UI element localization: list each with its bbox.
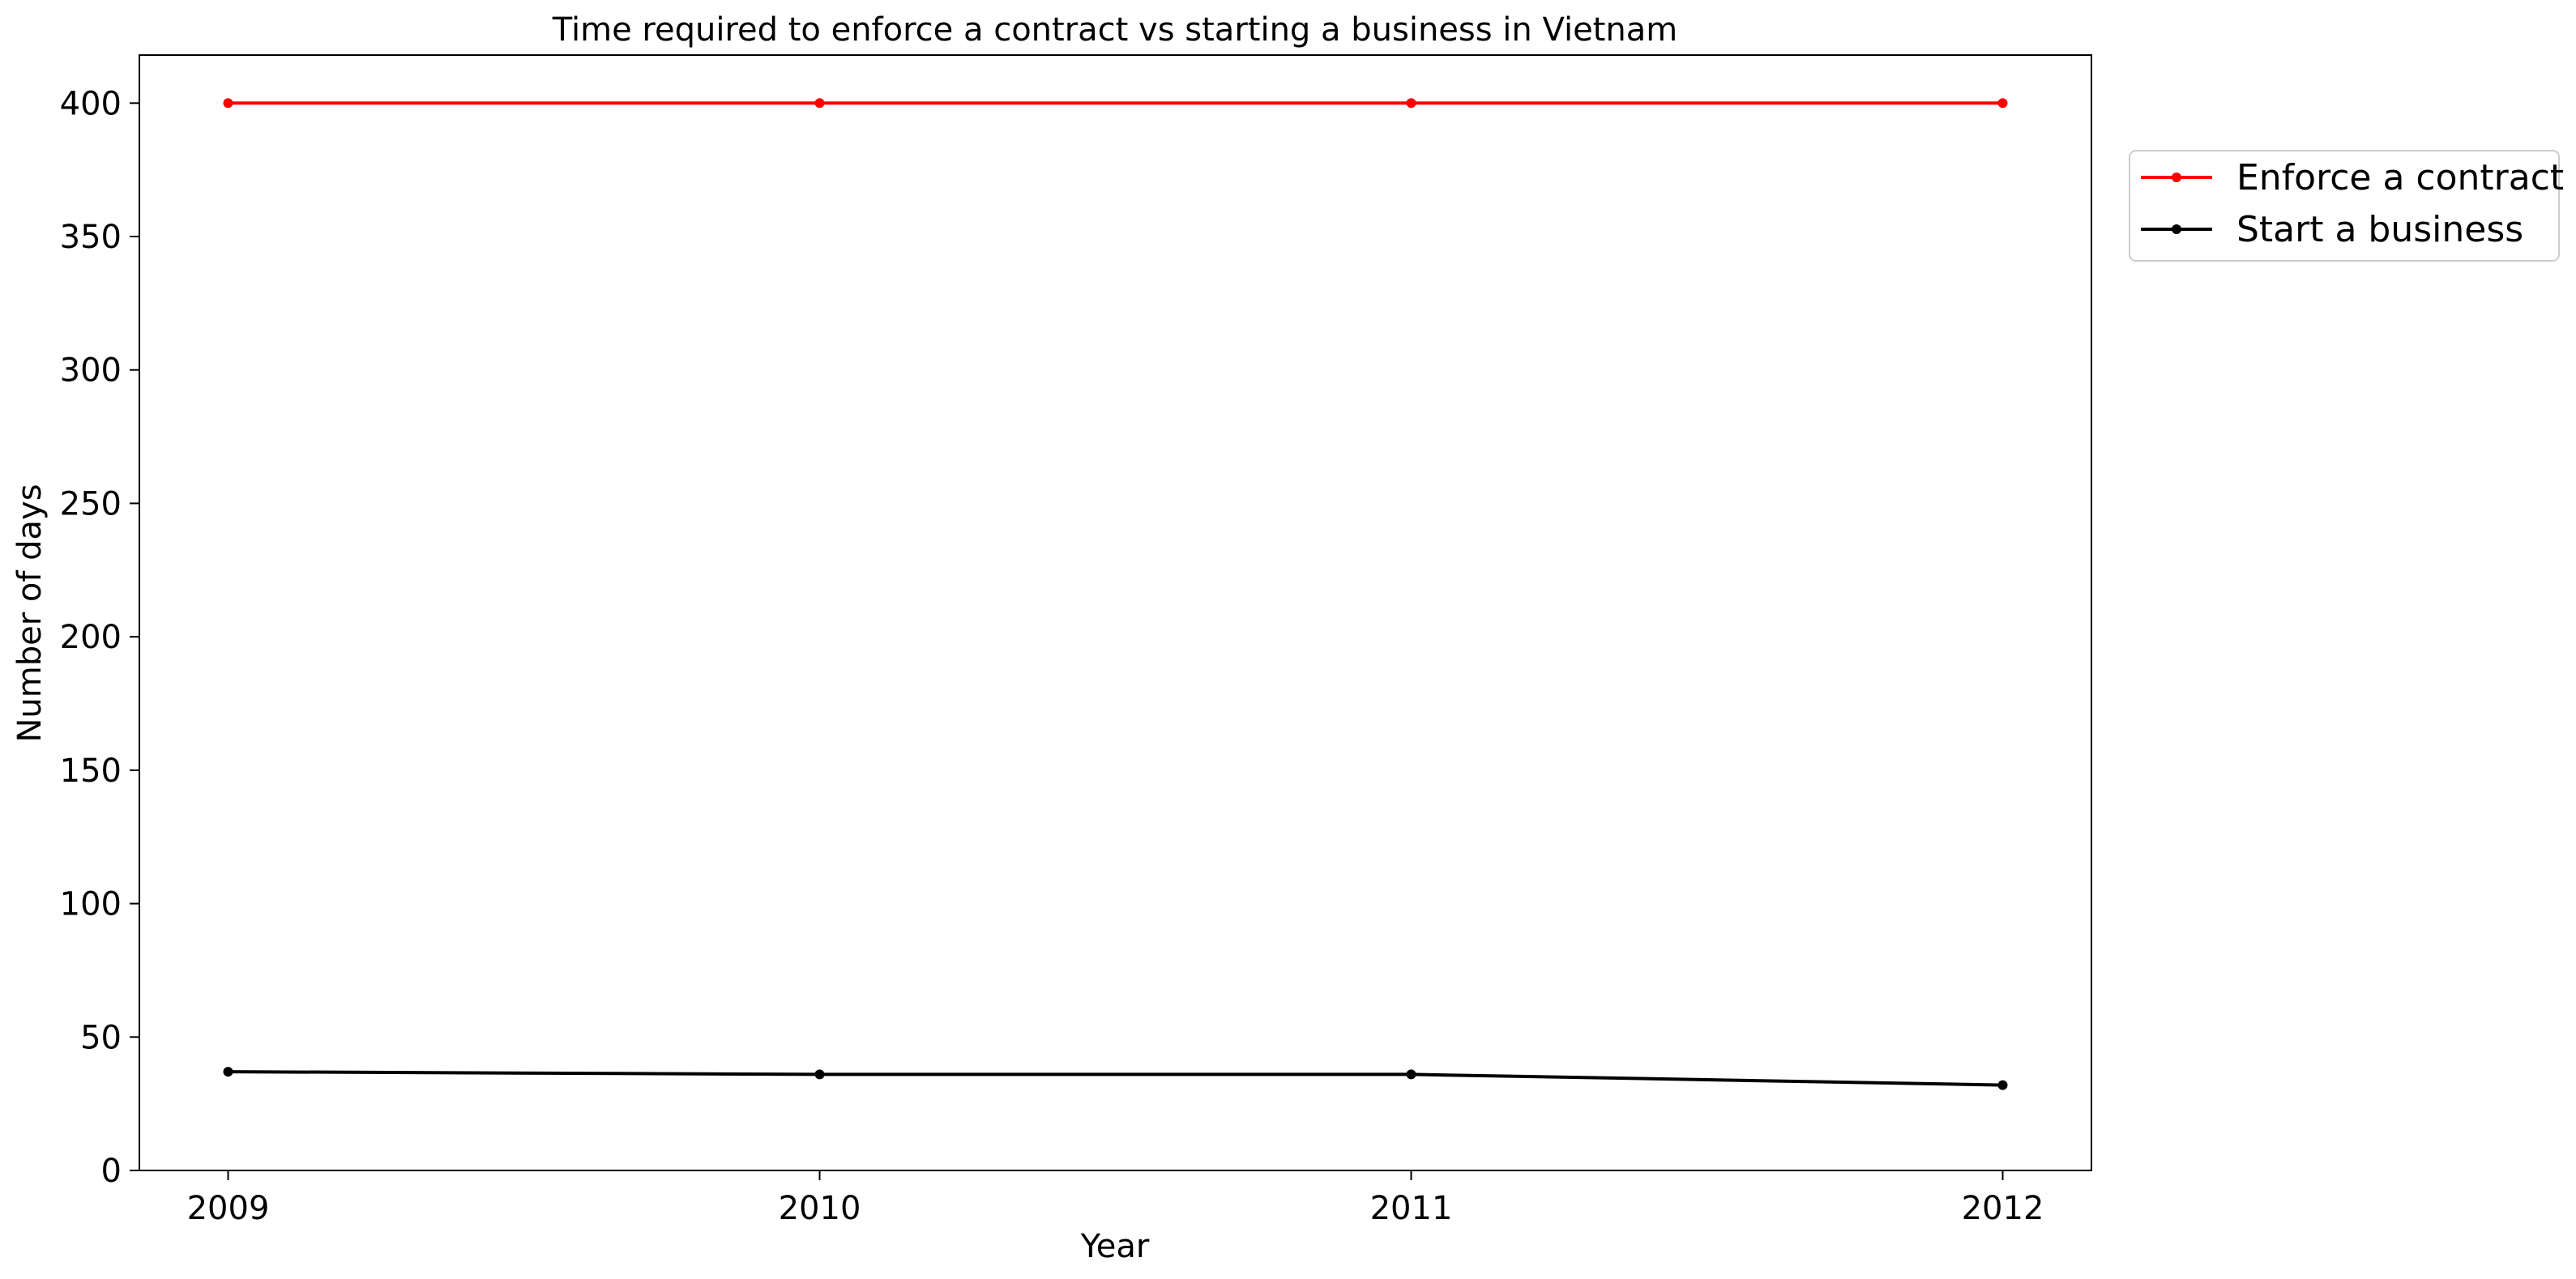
data-point [814, 98, 825, 109]
data-point [1406, 1069, 1416, 1080]
legend-box [2129, 150, 2560, 262]
data-point [223, 98, 233, 109]
y-tick-label: 300 [60, 352, 122, 390]
y-tick-label: 150 [60, 752, 122, 790]
y-axis: 0 50 100 150 200 250 300 350 400 [60, 85, 139, 1190]
chart-title: Time required to enforce a contract vs s… [552, 11, 1677, 49]
y-tick-label: 400 [60, 85, 122, 122]
y-tick-label: 50 [80, 1019, 122, 1056]
y-tick-label: 0 [101, 1153, 122, 1190]
x-tick-label: 2009 [187, 1190, 270, 1227]
x-tick-label: 2012 [1962, 1190, 2044, 1227]
plot-frame [139, 54, 2092, 1171]
y-tick-label: 250 [60, 485, 122, 522]
data-point [1997, 98, 2008, 109]
x-axis-label: Year [1080, 1228, 1150, 1265]
legend-label: Start a business [2236, 209, 2523, 250]
legend-swatch-marker [2172, 173, 2181, 182]
y-tick-label: 200 [60, 619, 122, 656]
x-tick-label: 2011 [1370, 1190, 1453, 1227]
y-tick-label: 350 [60, 219, 122, 256]
legend: Enforce a contract Start a business [2129, 150, 2564, 262]
data-point [223, 1067, 233, 1077]
data-point [1997, 1080, 2008, 1090]
data-point [1406, 98, 1416, 109]
data-point [814, 1069, 825, 1080]
series-line-2 [228, 1070, 2003, 1087]
x-tick-label: 2010 [779, 1190, 861, 1227]
y-tick-label: 100 [60, 886, 122, 923]
legend-swatch-marker [2172, 224, 2181, 234]
x-axis: 2009 2010 2011 2012 [187, 1170, 2044, 1227]
legend-label: Enforce a contract [2236, 157, 2564, 198]
plot-area [223, 98, 2008, 1090]
y-axis-label: Number of days [11, 484, 49, 742]
